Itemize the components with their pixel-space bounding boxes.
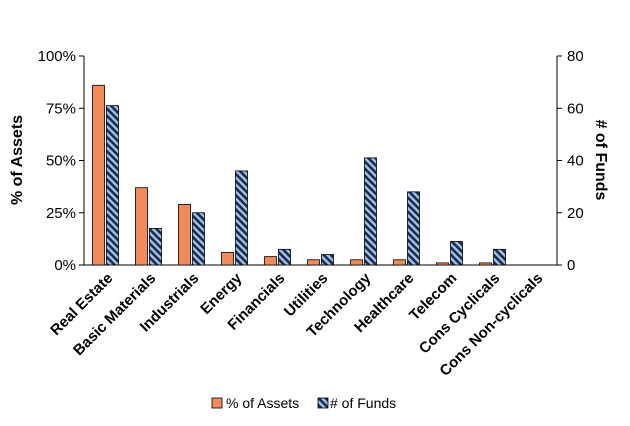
y2-tick-label: 80: [567, 48, 584, 65]
bar-assets: [92, 84, 105, 266]
legend-label-funds: # of Funds: [330, 395, 396, 411]
y2-tick-label: 20: [567, 205, 584, 222]
bar-assets: [436, 262, 449, 266]
bar-assets: [178, 203, 191, 266]
bar-assets: [479, 262, 492, 266]
y-tick-label: 0%: [54, 257, 76, 274]
bar-funds: [493, 248, 506, 266]
legend-swatch-assets: [211, 397, 223, 409]
y-tick-label: 25%: [46, 205, 76, 222]
bar-funds: [149, 228, 162, 266]
y-tick-label: 75%: [46, 100, 76, 117]
bar-funds: [450, 241, 463, 266]
bar-funds: [364, 157, 377, 266]
y2-axis-title: # of Funds: [592, 120, 609, 201]
y2-tick-label: 40: [567, 153, 584, 170]
legend: % of Assets # of Funds: [211, 395, 396, 411]
bar-funds: [278, 248, 291, 266]
legend-swatch-funds: [317, 397, 329, 409]
y-tick-label: 100%: [38, 48, 76, 65]
bar-assets: [135, 187, 148, 266]
bar-funds: [106, 105, 119, 266]
legend-label-assets: % of Assets: [226, 395, 299, 411]
y-tick-label: 50%: [46, 153, 76, 170]
bar-assets: [307, 259, 320, 266]
bar-funds: [407, 191, 420, 266]
bar-assets: [221, 252, 234, 266]
bar-funds: [192, 212, 205, 266]
bar-assets: [264, 256, 277, 266]
bar-assets: [350, 259, 363, 266]
y2-tick-label: 0: [567, 257, 575, 274]
bar-funds: [235, 170, 248, 266]
y-axis-title: % of Assets: [9, 115, 26, 205]
y2-tick-label: 60: [567, 100, 584, 117]
bar-funds: [321, 254, 334, 266]
bar-assets: [393, 259, 406, 266]
